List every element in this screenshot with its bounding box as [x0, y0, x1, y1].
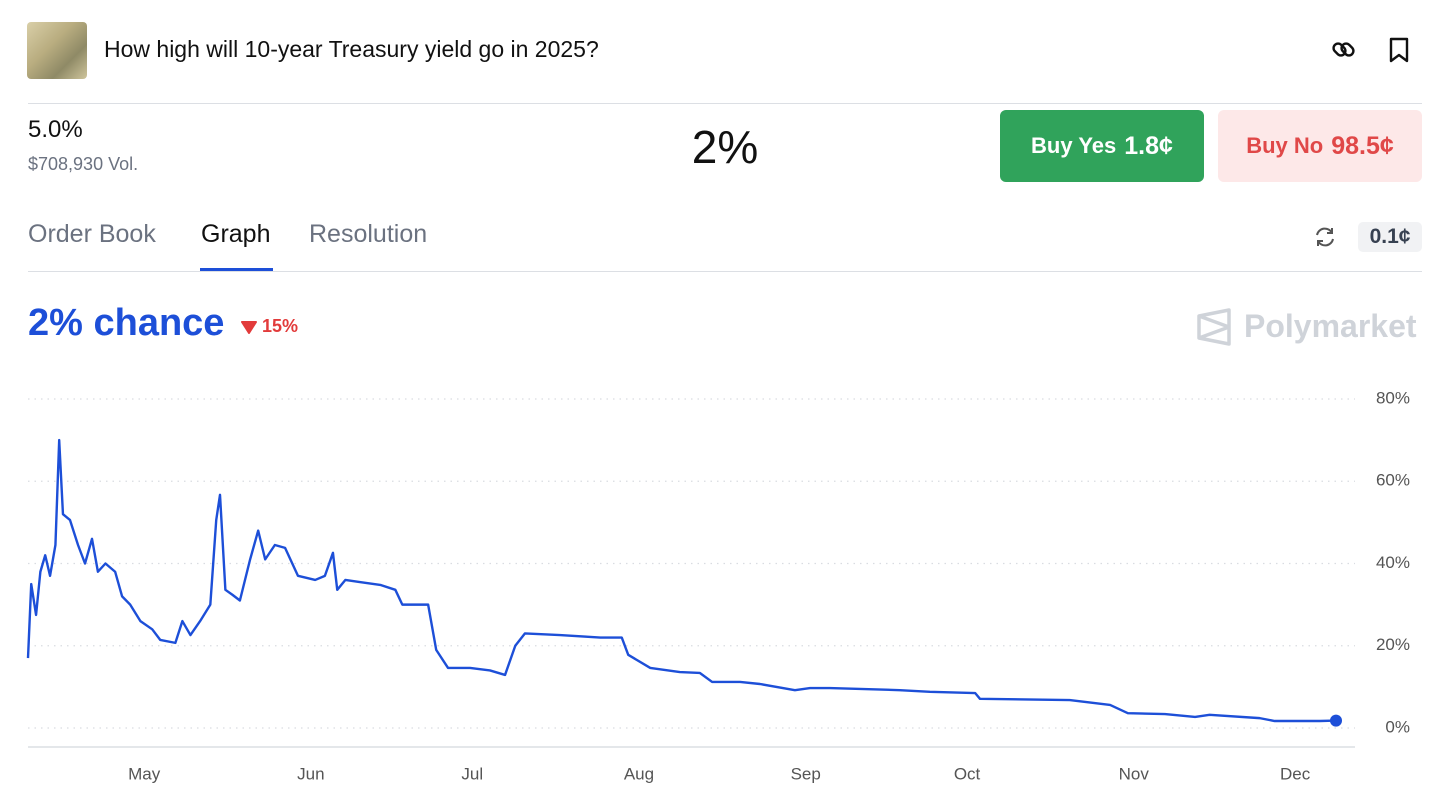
price-line — [26, 438, 1337, 723]
tab[interactable]: Order Book — [28, 220, 156, 248]
change: 15% — [262, 316, 299, 336]
down-arrow — [241, 321, 257, 334]
divider — [28, 271, 1422, 272]
refresh-icon[interactable] — [1313, 225, 1337, 249]
tab-indicator — [200, 268, 273, 271]
y-tick-label: 80% — [1376, 388, 1410, 407]
buy-yes-button[interactable]: Buy Yes 1.8¢ — [1000, 110, 1204, 182]
buy-no-button[interactable]: Buy No 98.5¢ — [1218, 110, 1422, 182]
x-tick-label: May — [128, 764, 161, 783]
label: Buy No — [1246, 133, 1324, 158]
x-tick-label: Nov — [1119, 764, 1150, 783]
price: 1.8¢ — [1124, 131, 1173, 160]
last-point — [1330, 714, 1342, 727]
brand: Polymarket — [1244, 308, 1417, 344]
market-title: How high will 10-year Treasury yield go … — [104, 36, 599, 62]
y-tick-label: 40% — [1376, 553, 1410, 572]
y-tick-label: 60% — [1376, 471, 1410, 490]
volume: $708,930 Vol. — [28, 154, 139, 174]
divider — [28, 103, 1422, 104]
x-tick-label: Sep — [791, 764, 821, 783]
outcome: 5.0% — [28, 116, 83, 143]
x-tick-label: Dec — [1280, 764, 1311, 783]
probability: 2% — [691, 121, 759, 173]
chance: 2% chance — [28, 302, 225, 344]
tab[interactable]: Graph — [201, 220, 271, 248]
bookmark-icon[interactable] — [1388, 36, 1410, 64]
label: Buy Yes — [1031, 133, 1117, 158]
price: 98.5¢ — [1331, 131, 1394, 160]
market-icon — [27, 22, 87, 79]
y-tick-label: 20% — [1376, 635, 1410, 654]
link-icon[interactable] — [1330, 36, 1358, 64]
y-tick-label: 0% — [1385, 717, 1410, 736]
x-tick-label: Jun — [297, 764, 324, 783]
x-tick-label: Jul — [461, 764, 483, 783]
x-tick-label: Aug — [624, 764, 654, 783]
x-tick-label: Oct — [954, 764, 981, 783]
tab[interactable]: Resolution — [309, 220, 428, 248]
tick-size[interactable]: 0.1¢ — [1358, 222, 1422, 252]
brand-logo — [1197, 308, 1231, 346]
